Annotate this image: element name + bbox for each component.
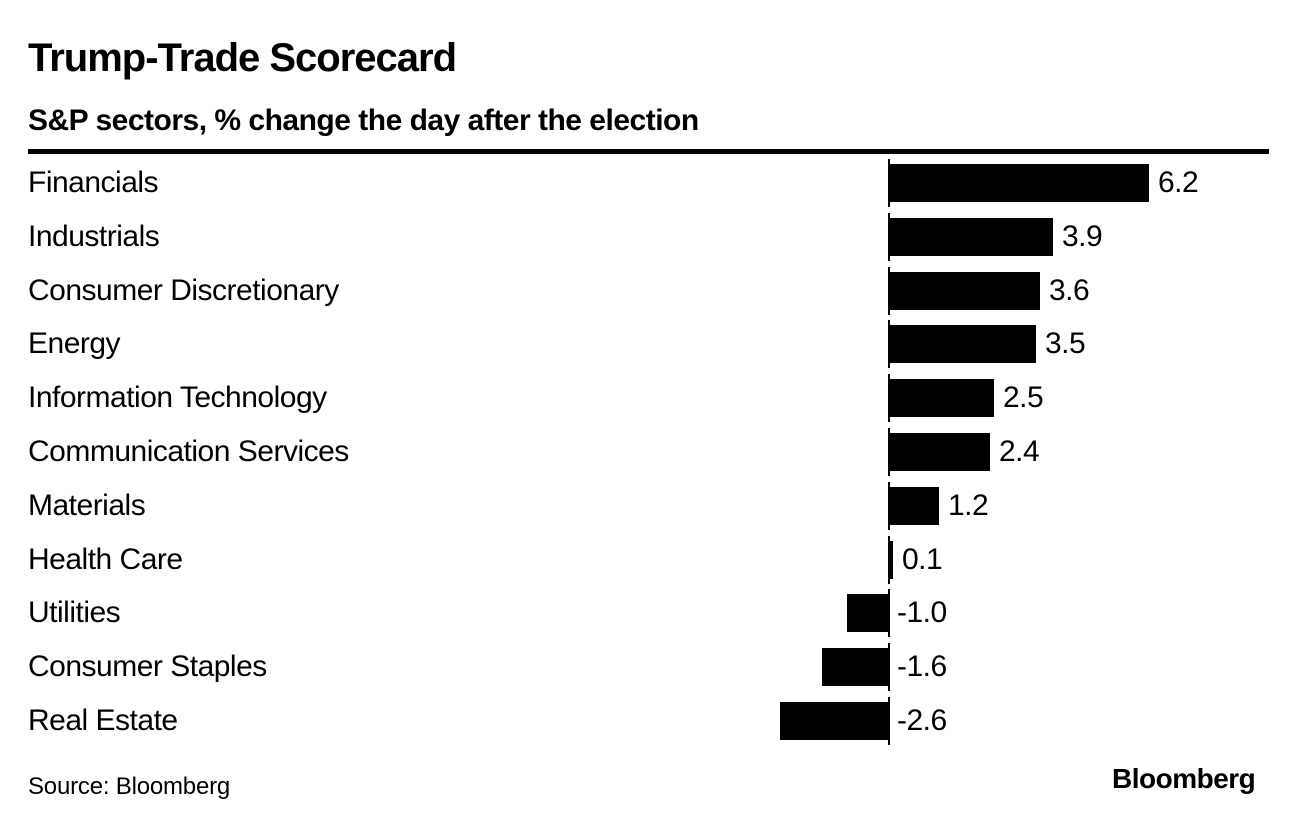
bar — [889, 433, 990, 471]
value-label: 3.9 — [1062, 220, 1103, 253]
bar — [889, 379, 994, 417]
value-label: -1.6 — [897, 650, 947, 683]
category-label: Real Estate — [28, 704, 178, 737]
category-label: Consumer Discretionary — [28, 274, 339, 307]
zero-axis-tick — [888, 697, 890, 745]
value-label: 3.6 — [1049, 274, 1090, 307]
category-label: Health Care — [28, 543, 183, 576]
value-label: 2.4 — [999, 435, 1040, 468]
value-label: 2.5 — [1003, 381, 1044, 414]
value-label: 1.2 — [948, 489, 989, 522]
bar — [780, 702, 889, 740]
bar — [889, 487, 939, 525]
header-divider-rule — [28, 149, 1269, 154]
bar — [889, 272, 1040, 310]
bar — [889, 218, 1053, 256]
bar — [822, 648, 889, 686]
bar — [889, 541, 893, 579]
value-label: -1.0 — [897, 596, 947, 629]
category-label: Communication Services — [28, 435, 349, 468]
source-attribution: Source: Bloomberg — [28, 773, 231, 800]
category-label: Industrials — [28, 220, 160, 253]
bar — [889, 325, 1036, 363]
value-label: 0.1 — [902, 543, 943, 576]
bar — [847, 594, 889, 632]
chart-title: Trump-Trade Scorecard — [28, 36, 457, 80]
zero-axis-tick — [888, 643, 890, 691]
bar — [889, 164, 1149, 202]
category-label: Utilities — [28, 596, 121, 629]
bloomberg-logo: Bloomberg — [1112, 763, 1256, 794]
value-label: -2.6 — [897, 704, 947, 737]
category-label: Financials — [28, 166, 159, 199]
value-label: 6.2 — [1158, 166, 1199, 199]
value-label: 3.5 — [1045, 327, 1086, 360]
zero-axis-tick — [888, 589, 890, 637]
category-label: Energy — [28, 327, 121, 360]
chart-subtitle: S&P sectors, % change the day after the … — [28, 104, 699, 137]
category-label: Materials — [28, 489, 146, 522]
category-label: Information Technology — [28, 381, 327, 414]
category-label: Consumer Staples — [28, 650, 267, 683]
